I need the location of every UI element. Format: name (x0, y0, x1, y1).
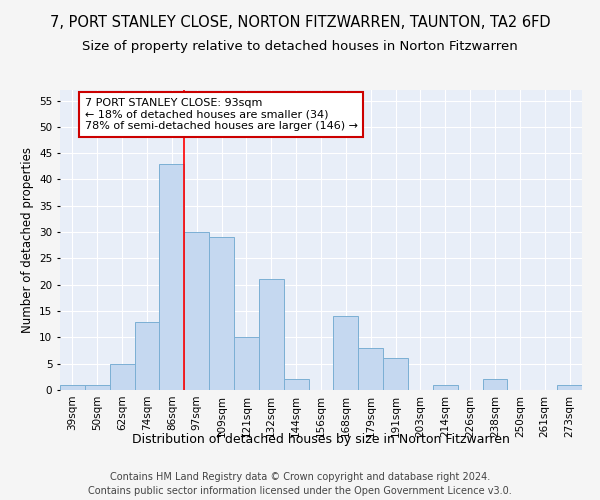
Bar (110, 364, 134, 390)
Bar (358, 348, 383, 390)
Text: 7 PORT STANLEY CLOSE: 93sqm
← 18% of detached houses are smaller (34)
78% of sem: 7 PORT STANLEY CLOSE: 93sqm ← 18% of det… (85, 98, 358, 131)
Bar (184, 232, 209, 390)
Text: Contains HM Land Registry data © Crown copyright and database right 2024.: Contains HM Land Registry data © Crown c… (110, 472, 490, 482)
Bar (383, 358, 408, 390)
Bar (557, 384, 582, 390)
Bar (259, 280, 284, 390)
Y-axis label: Number of detached properties: Number of detached properties (20, 147, 34, 333)
Bar (482, 380, 508, 390)
Bar (234, 338, 259, 390)
Bar (334, 316, 358, 390)
Bar (209, 238, 234, 390)
Bar (85, 384, 110, 390)
Bar (433, 384, 458, 390)
Text: 7, PORT STANLEY CLOSE, NORTON FITZWARREN, TAUNTON, TA2 6FD: 7, PORT STANLEY CLOSE, NORTON FITZWARREN… (50, 15, 550, 30)
Bar (60, 384, 85, 390)
Bar (160, 164, 184, 390)
Text: Size of property relative to detached houses in Norton Fitzwarren: Size of property relative to detached ho… (82, 40, 518, 53)
Text: Distribution of detached houses by size in Norton Fitzwarren: Distribution of detached houses by size … (132, 432, 510, 446)
Text: Contains public sector information licensed under the Open Government Licence v3: Contains public sector information licen… (88, 486, 512, 496)
Bar (134, 322, 160, 390)
Bar (284, 380, 308, 390)
